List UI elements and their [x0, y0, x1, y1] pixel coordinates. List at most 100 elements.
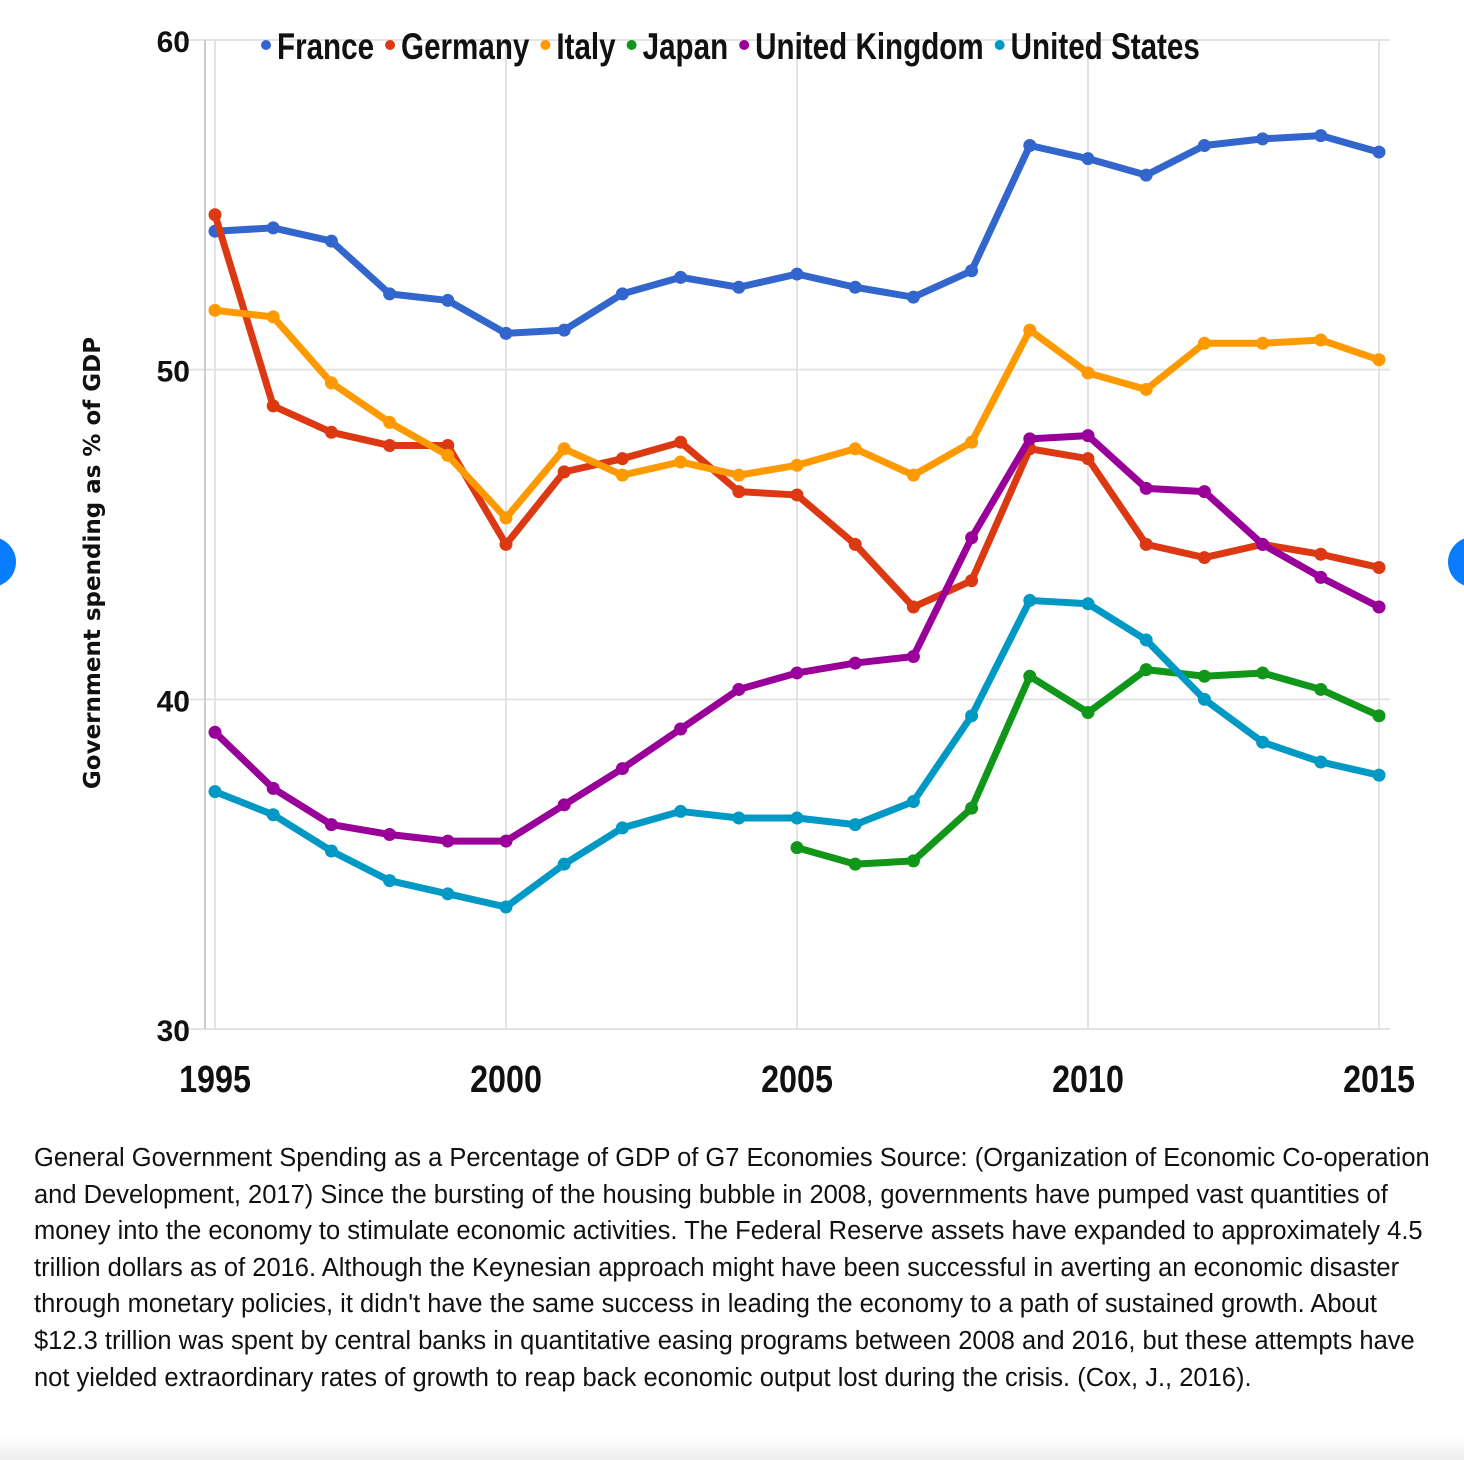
- data-point[interactable]: [1197, 669, 1211, 683]
- data-point[interactable]: [557, 442, 571, 456]
- data-point[interactable]: [615, 452, 629, 466]
- data-point[interactable]: [1314, 547, 1328, 561]
- data-point[interactable]: [499, 834, 513, 848]
- data-point[interactable]: [615, 287, 629, 301]
- data-point[interactable]: [965, 709, 979, 723]
- data-point[interactable]: [441, 887, 455, 901]
- data-point[interactable]: [1139, 382, 1153, 396]
- data-point[interactable]: [208, 725, 222, 739]
- legend-item[interactable]: United States: [994, 27, 1200, 68]
- data-point[interactable]: [1372, 768, 1386, 782]
- data-point[interactable]: [383, 287, 397, 301]
- data-point[interactable]: [732, 280, 746, 294]
- data-point[interactable]: [790, 811, 804, 825]
- legend-item[interactable]: Germany: [385, 27, 530, 68]
- data-point[interactable]: [1023, 432, 1037, 446]
- data-point[interactable]: [965, 574, 979, 588]
- data-point[interactable]: [324, 376, 338, 390]
- data-point[interactable]: [1139, 633, 1153, 647]
- data-point[interactable]: [1081, 429, 1095, 443]
- data-point[interactable]: [1314, 570, 1328, 584]
- data-point[interactable]: [557, 465, 571, 479]
- data-point[interactable]: [1256, 666, 1270, 680]
- data-point[interactable]: [1081, 597, 1095, 611]
- data-point[interactable]: [848, 818, 862, 832]
- data-point[interactable]: [266, 399, 280, 413]
- data-point[interactable]: [732, 682, 746, 696]
- data-point[interactable]: [324, 818, 338, 832]
- data-point[interactable]: [1139, 537, 1153, 551]
- data-point[interactable]: [906, 649, 920, 663]
- data-point[interactable]: [1081, 366, 1095, 380]
- data-point[interactable]: [499, 537, 513, 551]
- data-point[interactable]: [906, 468, 920, 482]
- data-point[interactable]: [965, 264, 979, 278]
- data-point[interactable]: [1256, 132, 1270, 146]
- data-point[interactable]: [499, 511, 513, 525]
- data-point[interactable]: [1372, 709, 1386, 723]
- data-point[interactable]: [906, 600, 920, 614]
- legend-item[interactable]: Japan: [626, 27, 729, 68]
- data-point[interactable]: [674, 270, 688, 284]
- data-point[interactable]: [324, 844, 338, 858]
- data-point[interactable]: [557, 857, 571, 871]
- data-point[interactable]: [557, 323, 571, 337]
- data-point[interactable]: [615, 762, 629, 776]
- data-point[interactable]: [965, 531, 979, 545]
- data-point[interactable]: [441, 834, 455, 848]
- data-point[interactable]: [208, 785, 222, 799]
- data-point[interactable]: [383, 874, 397, 888]
- data-point[interactable]: [441, 438, 455, 452]
- data-point[interactable]: [1197, 551, 1211, 565]
- data-point[interactable]: [1081, 152, 1095, 166]
- legend-item[interactable]: United Kingdom: [739, 27, 984, 68]
- data-point[interactable]: [1081, 452, 1095, 466]
- data-point[interactable]: [1372, 145, 1386, 159]
- data-point[interactable]: [674, 455, 688, 469]
- data-point[interactable]: [1197, 336, 1211, 350]
- data-point[interactable]: [674, 722, 688, 736]
- legend-item[interactable]: Italy: [540, 27, 616, 68]
- data-point[interactable]: [1197, 138, 1211, 152]
- data-point[interactable]: [965, 435, 979, 449]
- data-point[interactable]: [848, 857, 862, 871]
- data-point[interactable]: [1023, 593, 1037, 607]
- data-point[interactable]: [732, 811, 746, 825]
- data-point[interactable]: [266, 808, 280, 822]
- data-point[interactable]: [848, 442, 862, 456]
- data-point[interactable]: [1197, 485, 1211, 499]
- data-point[interactable]: [1256, 537, 1270, 551]
- data-point[interactable]: [674, 435, 688, 449]
- data-point[interactable]: [1372, 353, 1386, 367]
- data-point[interactable]: [1314, 333, 1328, 347]
- data-point[interactable]: [1372, 600, 1386, 614]
- data-point[interactable]: [906, 795, 920, 809]
- data-point[interactable]: [732, 485, 746, 499]
- data-point[interactable]: [1023, 323, 1037, 337]
- data-point[interactable]: [383, 827, 397, 841]
- data-point[interactable]: [324, 234, 338, 248]
- legend-item[interactable]: France: [261, 27, 374, 68]
- data-point[interactable]: [615, 468, 629, 482]
- data-point[interactable]: [790, 841, 804, 855]
- data-point[interactable]: [324, 425, 338, 439]
- data-point[interactable]: [1139, 168, 1153, 182]
- data-point[interactable]: [1139, 481, 1153, 495]
- data-point[interactable]: [1314, 129, 1328, 143]
- data-point[interactable]: [1023, 669, 1037, 683]
- data-point[interactable]: [1139, 663, 1153, 677]
- data-point[interactable]: [383, 438, 397, 452]
- data-point[interactable]: [790, 488, 804, 502]
- data-point[interactable]: [499, 900, 513, 914]
- data-point[interactable]: [499, 326, 513, 340]
- data-point[interactable]: [1197, 692, 1211, 706]
- data-point[interactable]: [266, 781, 280, 795]
- data-point[interactable]: [1023, 138, 1037, 152]
- data-point[interactable]: [441, 448, 455, 462]
- carousel-prev-button[interactable]: [0, 537, 16, 587]
- data-point[interactable]: [266, 221, 280, 235]
- data-point[interactable]: [1314, 755, 1328, 769]
- data-point[interactable]: [674, 804, 688, 818]
- data-point[interactable]: [383, 415, 397, 429]
- data-point[interactable]: [208, 303, 222, 317]
